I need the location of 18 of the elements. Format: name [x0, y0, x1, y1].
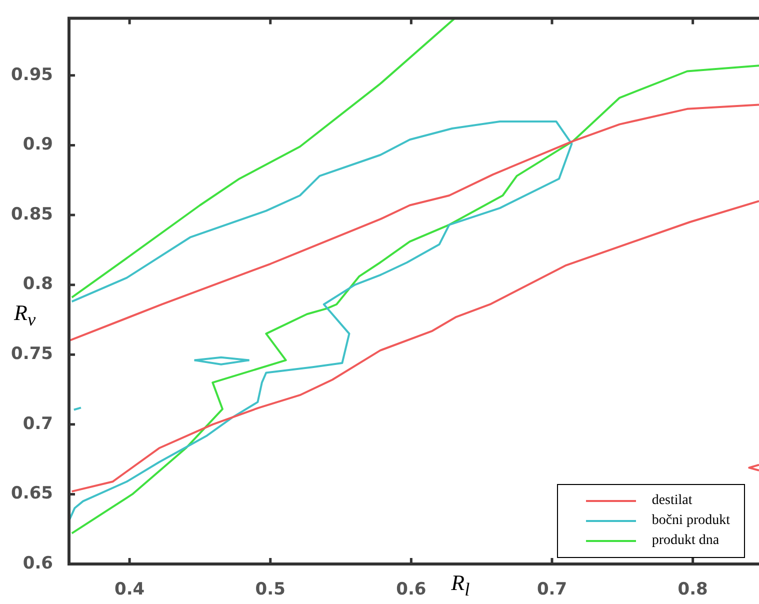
y-tick-label: 0.65	[11, 484, 53, 504]
legend-label: destilat	[652, 492, 692, 510]
x-tick-label: 0.6	[396, 580, 426, 600]
x-tick-label: 0.7	[536, 580, 568, 600]
y-tick-label: 0.7	[22, 414, 53, 434]
y-axis-title: R$_{v}$	[14, 300, 36, 330]
y-tick-label: 0.6	[22, 553, 53, 574]
legend-label: produkt dna	[652, 532, 720, 550]
y-tick-label: 0.75	[11, 344, 53, 364]
y-tick-label: 0.95	[11, 64, 53, 85]
x-tick-label: 0.5	[255, 580, 286, 600]
y-tick-label: 0.8	[22, 274, 53, 294]
y-tick-label: 0.85	[11, 204, 53, 224]
x-axis-title: R$_{l}$	[451, 570, 470, 600]
y-tick-label: 0.9	[22, 134, 53, 155]
x-tick-label: 0.8	[678, 580, 708, 600]
legend-label: bočni produkt	[652, 512, 730, 530]
x-tick-label: 0.4	[114, 580, 145, 600]
